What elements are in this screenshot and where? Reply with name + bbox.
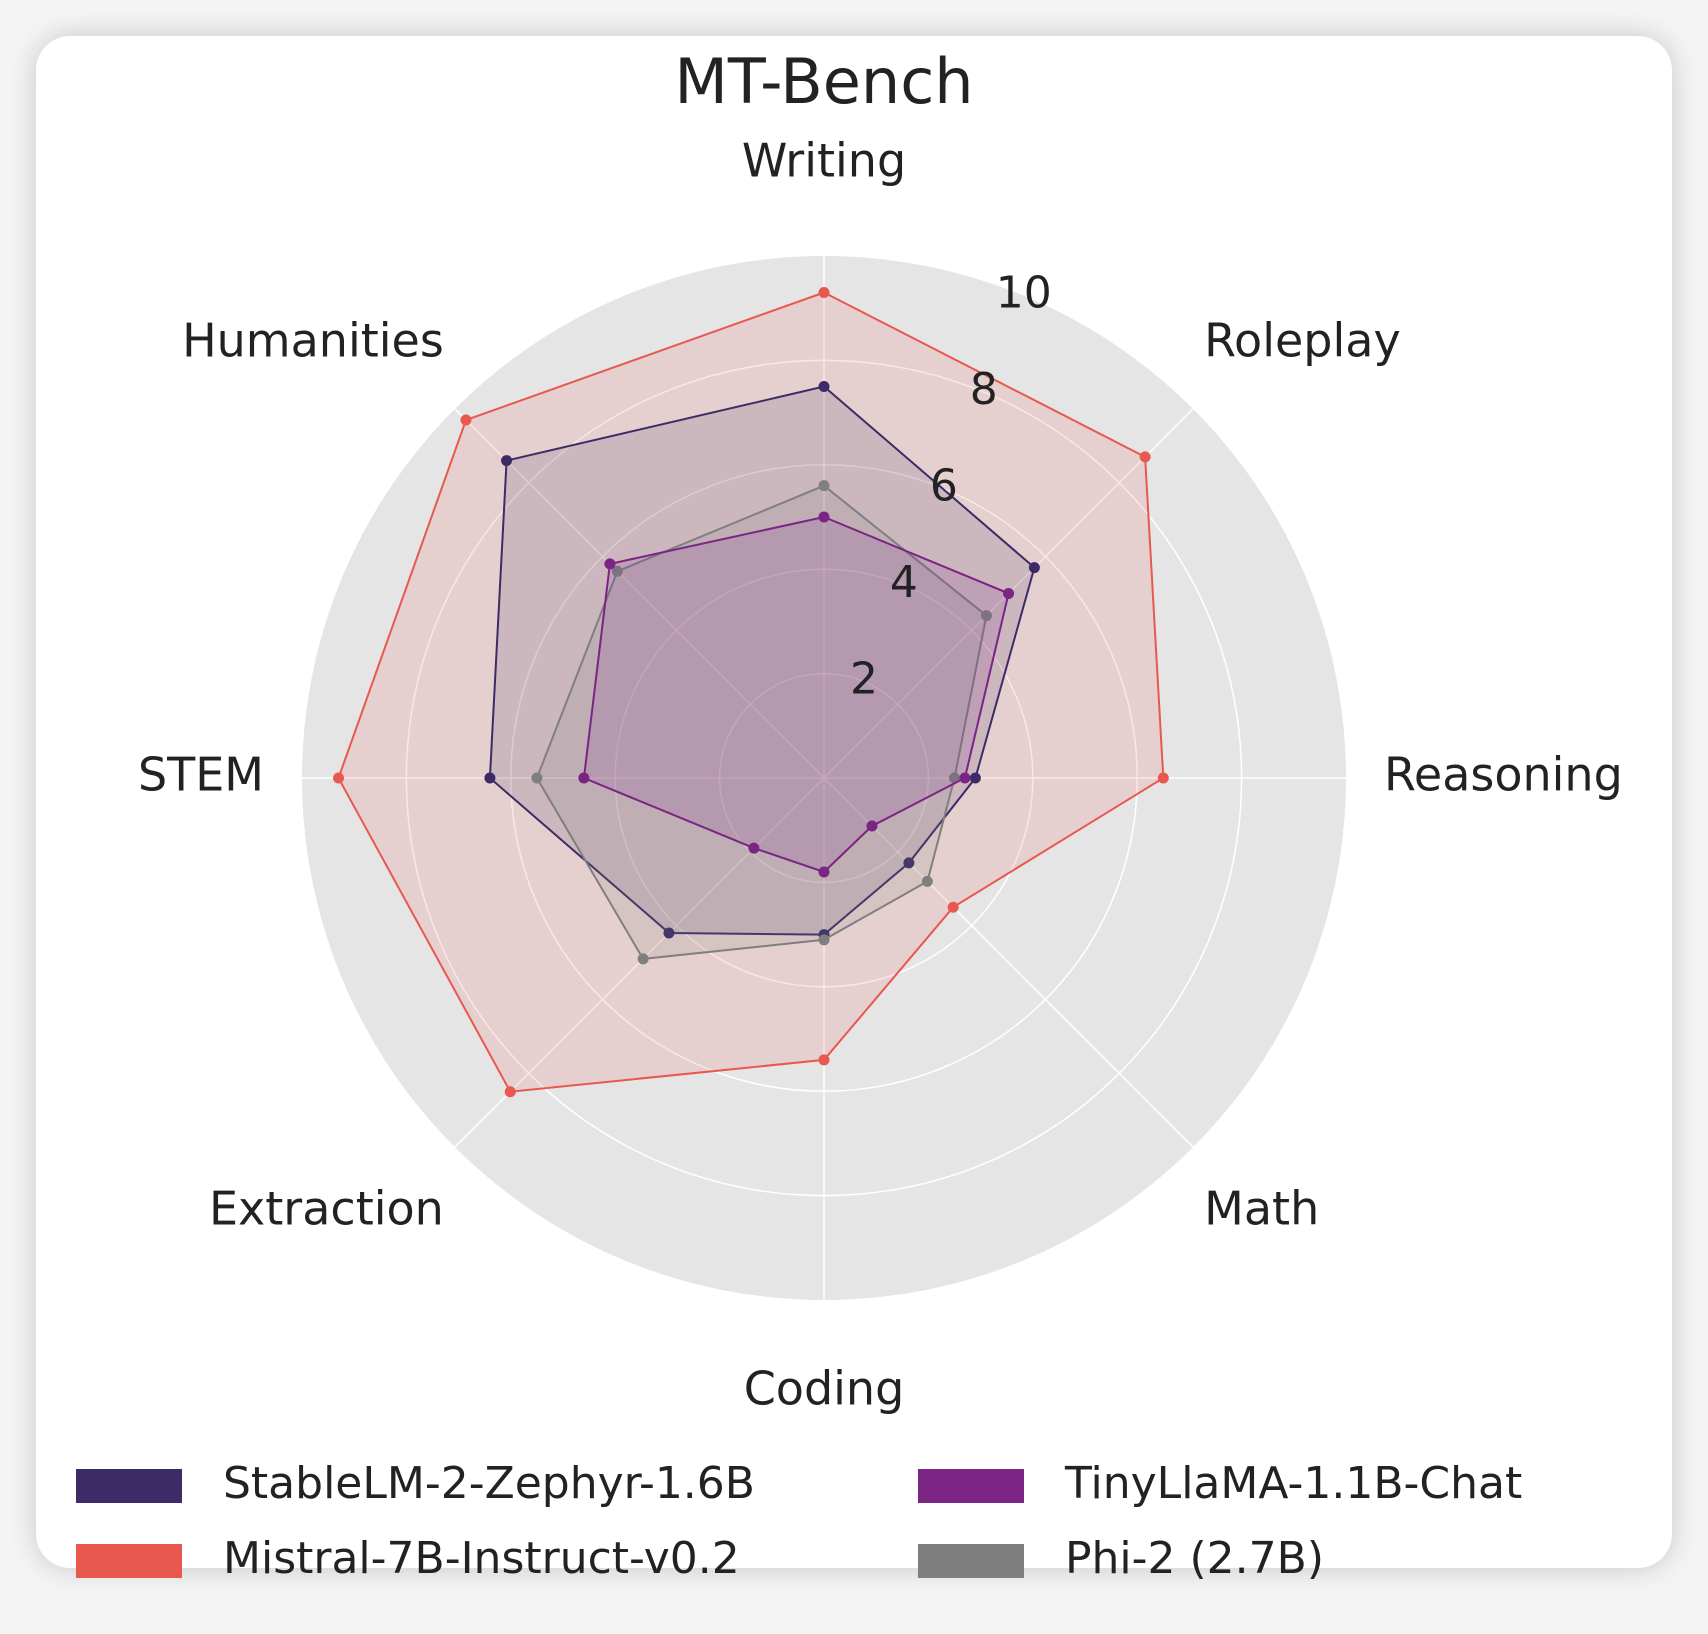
legend-item: StableLM-2-Zephyr-1.6B [76,1458,755,1509]
tick-label: 10 [996,268,1052,319]
series-3 [578,511,1015,878]
axis-label: Extraction [209,1182,444,1236]
axis-label: Reasoning [1384,748,1623,802]
data-point [611,565,623,577]
data-point [531,772,543,784]
series-1 [484,381,1040,941]
data-point [980,610,992,622]
legend-item: Mistral-7B-Instruct-v0.2 [76,1533,740,1584]
grid-spoke [454,408,825,779]
axis-label: Math [1204,1182,1319,1236]
legend-item: Phi-2 (2.7B) [918,1533,1324,1584]
series-0 [333,287,1169,1098]
legend-swatch [918,1544,1024,1578]
radar-grid [302,256,1346,1300]
series-2 [531,480,992,965]
data-point [921,875,933,887]
legend: StableLM-2-Zephyr-1.6B TinyLlaMA-1.1B-Cha… [76,1458,1522,1584]
axis-label: Roleplay [1204,313,1401,367]
data-point [1028,562,1040,574]
data-point [969,772,981,784]
legend-swatch [76,1544,182,1578]
legend-item: TinyLlaMA-1.1B-Chat [918,1458,1522,1509]
data-point [484,772,496,784]
data-point [903,857,915,869]
axis-label: Coding [744,1362,905,1416]
data-point [663,927,675,939]
axis-label: STEM [138,748,264,802]
legend-label: Phi-2 (2.7B) [1065,1533,1324,1584]
legend-label: Mistral-7B-Instruct-v0.2 [223,1533,740,1584]
legend-swatch [918,1469,1024,1503]
grid-spoke [823,777,1194,1148]
radar-series [333,287,1169,1098]
legend-swatch [76,1469,182,1503]
tick-label: 6 [930,461,958,512]
data-point [504,1086,516,1098]
data-point [866,820,878,832]
axis-labels: Writing Roleplay Reasoning Math Coding Extrac… [138,134,1623,1416]
data-point [578,772,590,784]
data-point [460,414,472,426]
axis-label: Humanities [182,313,444,367]
data-point [818,287,830,299]
tick-label: 4 [890,557,918,608]
data-point [818,1054,830,1066]
data-point [818,480,830,492]
data-point [818,934,830,946]
data-point [637,953,649,965]
legend-label: StableLM-2-Zephyr-1.6B [223,1458,755,1509]
data-point [818,381,830,392]
data-point [1139,451,1151,463]
tick-label: 8 [970,364,998,415]
data-point [959,772,971,784]
data-point [501,455,513,467]
data-point [1157,772,1169,784]
data-point [604,558,616,570]
data-point [818,511,830,523]
axis-label: Writing [742,134,906,188]
data-point [333,772,345,784]
data-point [748,842,760,854]
data-point [818,866,830,878]
data-point [949,772,960,784]
data-point [1003,587,1015,599]
tick-label: 2 [850,654,878,705]
chart-title: MT-Bench [674,45,973,118]
data-point [947,901,959,913]
legend-label: TinyLlaMA-1.1B-Chat [1064,1458,1522,1509]
